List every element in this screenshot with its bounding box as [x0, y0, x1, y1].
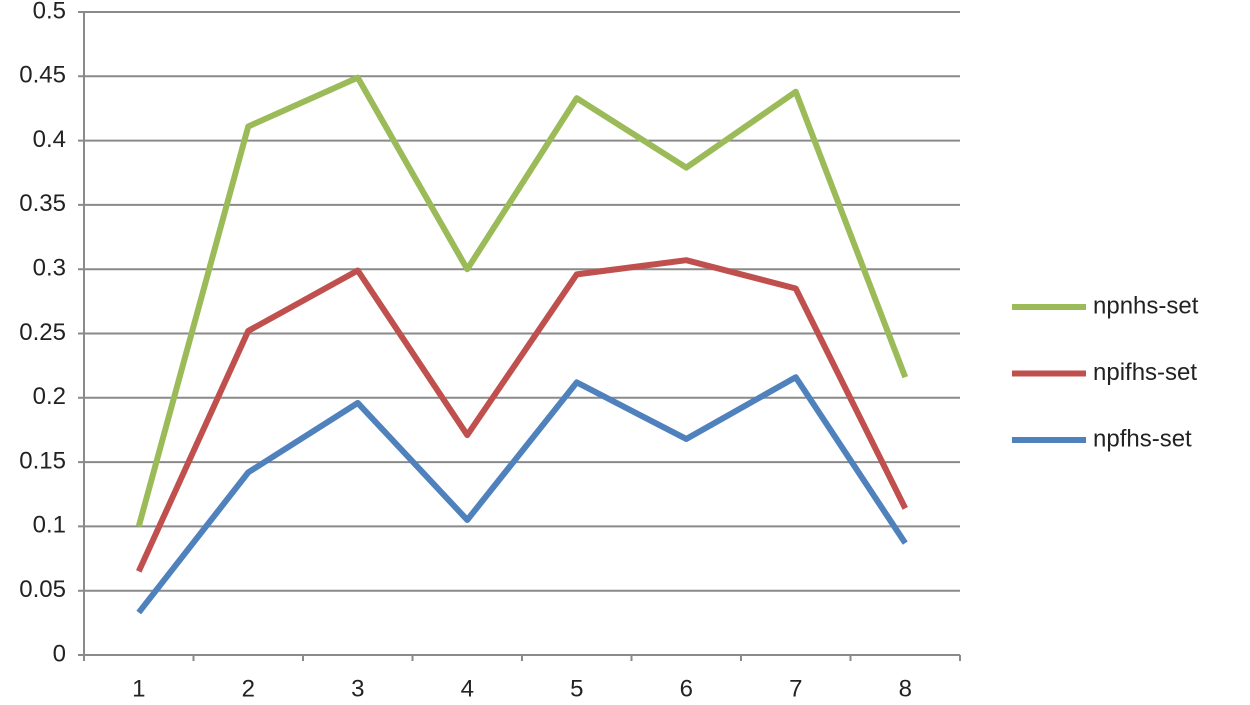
x-tick-label: 2 [242, 675, 255, 702]
series-line [135, 74, 909, 528]
y-tick-label: 0.35 [19, 190, 66, 217]
x-tick-label: 5 [570, 675, 583, 702]
y-tick-label: 0.3 [33, 255, 66, 282]
y-tick-label: 0.25 [19, 319, 66, 346]
series-line [136, 257, 908, 573]
y-tick-label: 0 [53, 640, 66, 667]
y-tick-label: 0.2 [33, 383, 66, 410]
x-tick-label: 7 [789, 675, 802, 702]
x-tick-label: 4 [461, 675, 474, 702]
x-tick-label: 6 [680, 675, 693, 702]
legend-label: npnhs-set [1093, 292, 1199, 319]
legend-label: npfhs-set [1093, 425, 1192, 452]
series-line [136, 374, 908, 615]
y-tick-label: 0.45 [19, 62, 66, 89]
y-tick-label: 0.1 [33, 512, 66, 539]
y-tick-label: 0.05 [19, 576, 66, 603]
legend-label: npifhs-set [1093, 359, 1197, 386]
y-tick-label: 0.5 [33, 0, 66, 24]
y-tick-label: 0.4 [33, 126, 66, 153]
x-tick-label: 1 [132, 675, 145, 702]
y-tick-label: 0.15 [19, 447, 66, 474]
x-tick-label: 8 [899, 675, 912, 702]
x-tick-label: 3 [351, 675, 364, 702]
